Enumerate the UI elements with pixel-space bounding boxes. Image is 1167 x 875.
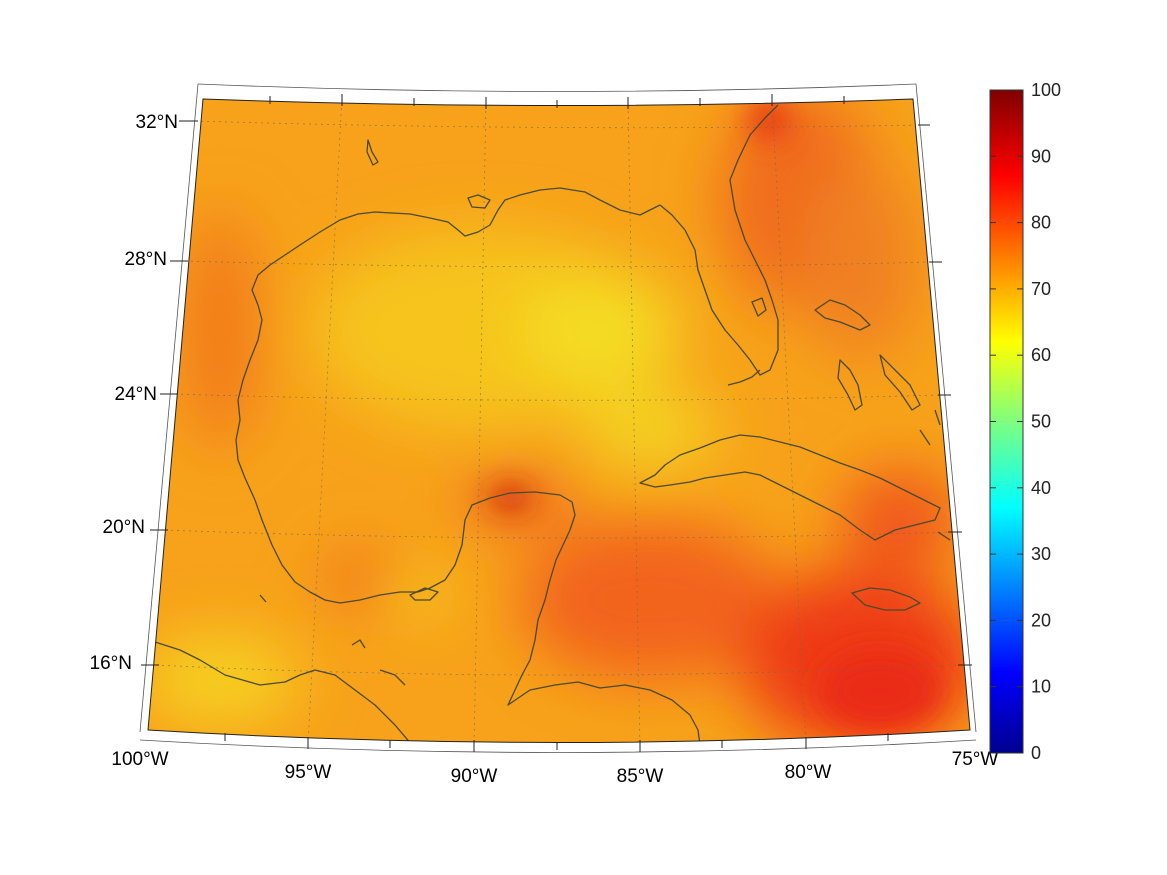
colorbar-tick-label: 100: [1031, 80, 1061, 100]
lon-label: 80°W: [785, 762, 832, 783]
coastlines: [154, 104, 951, 743]
latitude-labels: 32°N 28°N 24°N 20°N 16°N: [90, 112, 178, 674]
colorbar-tick-label: 0: [1031, 743, 1041, 763]
lat-label: 32°N: [136, 112, 178, 133]
data-field: [148, 99, 970, 743]
colorbar-tick-label: 40: [1031, 478, 1051, 498]
lon-label: 75°W: [952, 749, 999, 770]
lat-label: 24°N: [115, 384, 157, 405]
lat-label: 16°N: [90, 653, 132, 674]
colorbar-tick-label: 70: [1031, 279, 1051, 299]
colorbar-tick-label: 30: [1031, 544, 1051, 564]
map-frame: [139, 83, 977, 753]
colorbar-tick-label: 50: [1031, 412, 1051, 432]
lat-label: 20°N: [103, 517, 145, 538]
colorbar-tick-label: 20: [1031, 610, 1051, 630]
lon-label: 95°W: [285, 762, 332, 783]
lon-label: 90°W: [451, 766, 498, 787]
longitude-labels: 100°W 95°W 90°W 85°W 80°W 75°W: [111, 749, 998, 787]
colorbar-tick-label: 10: [1031, 677, 1051, 697]
colorbar-tick-label: 80: [1031, 213, 1051, 233]
lon-label: 85°W: [617, 766, 664, 787]
graticule: [155, 99, 961, 743]
lat-label: 28°N: [125, 249, 167, 270]
colorbar: 0 10 20 30 40 50 60 70 80 90 100: [989, 80, 1061, 763]
colorbar-tick-label: 60: [1031, 345, 1051, 365]
colorbar-tick-label: 90: [1031, 146, 1051, 166]
colorbar-ticks: 0 10 20 30 40 50 60 70 80 90 100: [990, 80, 1061, 763]
lon-label: 100°W: [111, 749, 168, 770]
